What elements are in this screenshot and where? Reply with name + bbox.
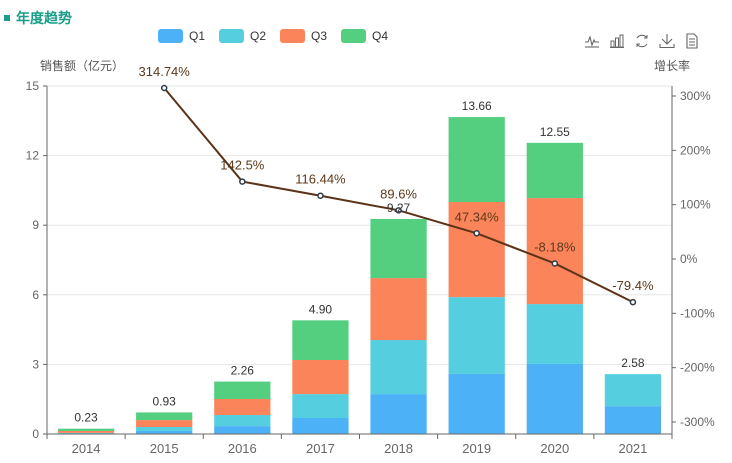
- legend-swatch: [280, 29, 306, 43]
- legend-label: Q1: [189, 29, 206, 43]
- growth-point: [239, 178, 246, 185]
- y-left-tick-label: 15: [26, 79, 40, 93]
- bar-q3: [214, 398, 271, 415]
- growth-label: 47.34%: [455, 209, 500, 224]
- bar-q2: [214, 414, 271, 427]
- total-label: 0.93: [153, 394, 177, 408]
- total-label: 13.66: [462, 99, 492, 113]
- total-label: 9.27: [387, 201, 411, 215]
- y-axis-right-label: 增长率: [654, 58, 690, 73]
- x-tick-label: 2018: [384, 441, 413, 456]
- y-right-tick-label: -100%: [680, 306, 715, 320]
- bar-q1: [604, 406, 662, 434]
- growth-label: -79.4%: [612, 278, 654, 293]
- legend-swatch: [158, 29, 183, 43]
- title-marker: [4, 15, 10, 21]
- restore-icon[interactable]: [634, 33, 650, 49]
- x-tick-label: 2017: [306, 441, 335, 456]
- bar-q2: [136, 427, 193, 431]
- bar-q1: [136, 430, 193, 434]
- legend-item-q3[interactable]: Q3: [280, 29, 327, 43]
- y-left-tick-label: 3: [32, 357, 39, 371]
- total-label: 2.26: [231, 364, 255, 378]
- bar-q3: [526, 198, 583, 305]
- bar-q1: [370, 394, 427, 434]
- bar-q4: [136, 412, 193, 421]
- y-right-tick-label: -300%: [680, 415, 715, 429]
- legend-label: Q4: [372, 29, 389, 43]
- bar-q2: [292, 394, 349, 418]
- download-icon[interactable]: [659, 33, 675, 49]
- growth-point: [629, 298, 637, 306]
- growth-label: 142.5%: [220, 158, 265, 173]
- bar-q3: [448, 202, 505, 298]
- growth-point: [160, 84, 168, 92]
- toolbox: [584, 33, 700, 49]
- growth-point: [473, 230, 480, 237]
- total-label: 12.55: [540, 125, 570, 139]
- x-tick-label: 2021: [618, 441, 647, 456]
- growth-label: -8.18%: [534, 239, 576, 254]
- chart-title: 年度趋势: [4, 8, 72, 28]
- y-right-tick-label: 0%: [680, 252, 698, 266]
- growth-point: [395, 207, 402, 214]
- bar-q4: [448, 117, 505, 202]
- bar-q2: [448, 297, 505, 374]
- y-axis-left-label: 销售额（亿元）: [40, 58, 124, 73]
- legend-swatch: [341, 29, 367, 43]
- y-right-tick-label: -200%: [680, 361, 715, 375]
- legend-item-q2[interactable]: Q2: [219, 29, 266, 43]
- bar-q1: [292, 417, 349, 434]
- bar-q2: [604, 374, 662, 407]
- y-left-tick-label: 12: [26, 149, 40, 163]
- bar-q3: [136, 420, 193, 428]
- total-label: 2.58: [621, 356, 645, 370]
- growth-label: 314.74%: [139, 64, 191, 79]
- x-tick-label: 2019: [462, 441, 491, 456]
- bar-q3: [57, 430, 115, 433]
- y-left-tick-label: 9: [32, 218, 39, 232]
- bar-q1: [214, 426, 271, 434]
- bar-q3: [292, 359, 349, 395]
- growth-label: 116.44%: [295, 172, 346, 187]
- bar-q2: [57, 432, 115, 434]
- x-tick-label: 2014: [72, 441, 101, 456]
- growth-label: 89.6%: [380, 186, 417, 201]
- bar-q4: [57, 428, 115, 431]
- bar-q3: [370, 278, 427, 341]
- bar-q2: [526, 304, 583, 364]
- bar-q4: [214, 381, 271, 399]
- line-chart-icon[interactable]: [584, 33, 600, 49]
- growth-line: [163, 87, 634, 304]
- growth-point: [551, 260, 559, 267]
- bar-q1: [526, 363, 583, 434]
- growth-point: [317, 192, 324, 199]
- legend-label: Q3: [311, 29, 328, 43]
- y-left-tick-label: 6: [32, 288, 39, 302]
- y-right-tick-label: 300%: [680, 89, 711, 103]
- total-label: 0.23: [74, 411, 98, 425]
- y-right-tick-label: 100%: [680, 198, 711, 212]
- bar-q4: [526, 142, 583, 199]
- data-view-icon[interactable]: [684, 33, 700, 49]
- bar-q4: [370, 218, 427, 279]
- bar-chart-icon[interactable]: [609, 33, 625, 49]
- x-tick-label: 2016: [228, 441, 257, 456]
- legend: Q1 Q2 Q3 Q4: [158, 29, 388, 43]
- legend-item-q4[interactable]: Q4: [341, 29, 388, 43]
- legend-item-q1[interactable]: Q1: [158, 29, 205, 43]
- x-tick-label: 2015: [150, 441, 179, 456]
- bar-q4: [292, 320, 349, 360]
- chart-title-text: 年度趋势: [16, 11, 72, 27]
- total-label: 4.90: [309, 302, 333, 316]
- bar-q1: [448, 373, 505, 434]
- bar-q2: [370, 340, 427, 395]
- x-tick-label: 2020: [540, 441, 569, 456]
- y-right-tick-label: 200%: [680, 143, 711, 157]
- legend-label: Q2: [250, 29, 267, 43]
- y-left-tick-label: 0: [32, 427, 39, 441]
- legend-swatch: [219, 29, 245, 43]
